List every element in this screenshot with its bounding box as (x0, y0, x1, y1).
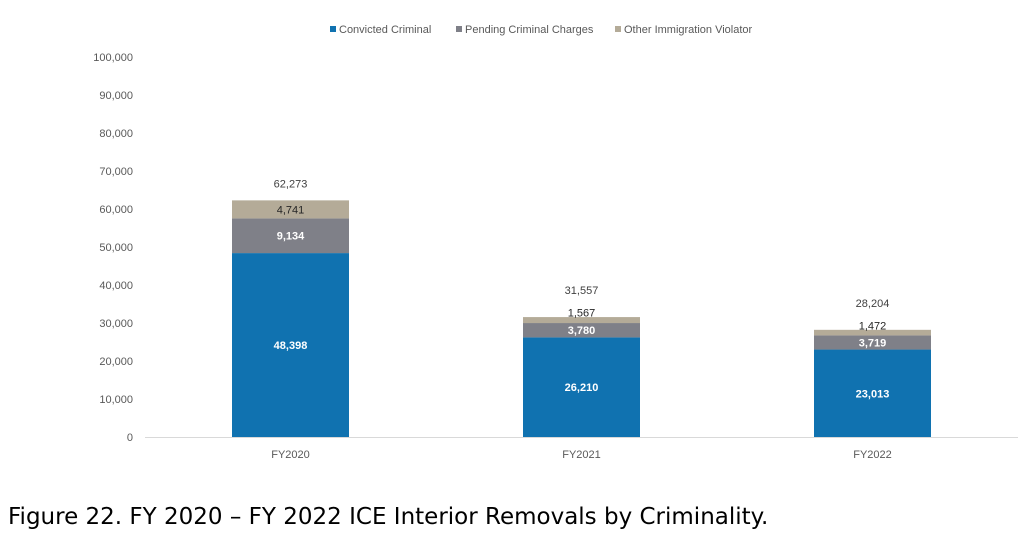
y-tick-label: 50,000 (99, 242, 133, 254)
bar-segment (232, 253, 349, 437)
legend-swatch (330, 26, 336, 32)
data-label: 3,719 (859, 337, 887, 349)
chart-legend: Convicted Criminal Pending Criminal Charg… (330, 24, 753, 36)
y-axis: 0 10,000 20,000 30,000 40,000 50,000 60,000 70,… (93, 52, 133, 444)
x-tick-label: FY2021 (562, 449, 601, 461)
y-tick-label: 20,000 (99, 356, 133, 368)
legend-label: Other Immigration Violator (624, 24, 753, 36)
y-tick-label: 0 (127, 432, 133, 444)
legend-label: Convicted Criminal (339, 24, 431, 36)
total-label: 31,557 (565, 285, 599, 297)
bar-segment (232, 218, 349, 254)
y-tick-label: 30,000 (99, 318, 133, 330)
bar-segment (814, 349, 931, 437)
total-label: 28,204 (856, 298, 890, 310)
y-tick-label: 90,000 (99, 90, 133, 102)
stacked-bar-chart: Convicted Criminal Pending Criminal Charg… (93, 24, 1018, 461)
y-tick-label: 10,000 (99, 394, 133, 406)
x-tick-label: FY2022 (853, 449, 892, 461)
total-label: 62,273 (274, 178, 308, 190)
data-label: 48,398 (274, 340, 308, 352)
data-label: 4,741 (277, 204, 305, 216)
y-tick-label: 70,000 (99, 166, 133, 178)
y-tick-label: 40,000 (99, 280, 133, 292)
bar-segment (814, 329, 931, 336)
data-label: 9,134 (277, 231, 305, 243)
data-label: 1,567 (568, 308, 596, 320)
y-tick-label: 100,000 (93, 52, 133, 64)
y-tick-label: 80,000 (99, 128, 133, 140)
bars: 48,398 9,134 4,741 62,273 26,210 3,780 1,567 31… (232, 178, 931, 437)
legend-label: Pending Criminal Charges (465, 24, 594, 36)
x-tick-label: FY2020 (271, 449, 310, 461)
data-label: 3,780 (568, 325, 596, 337)
x-axis: FY2020 FY2021 FY2022 (145, 437, 1018, 461)
bar-segment (523, 337, 640, 437)
data-label: 23,013 (856, 388, 890, 400)
legend-swatch (615, 26, 621, 32)
bar-segment (814, 335, 931, 350)
bar-segment (523, 317, 640, 324)
y-tick-label: 60,000 (99, 204, 133, 216)
legend-swatch (456, 26, 462, 32)
figure-caption: Figure 22. FY 2020 – FY 2022 ICE Interio… (8, 504, 769, 530)
data-label: 26,210 (565, 382, 599, 394)
data-label: 1,472 (859, 320, 887, 332)
bar-segment (523, 323, 640, 338)
bar-segment (232, 200, 349, 219)
